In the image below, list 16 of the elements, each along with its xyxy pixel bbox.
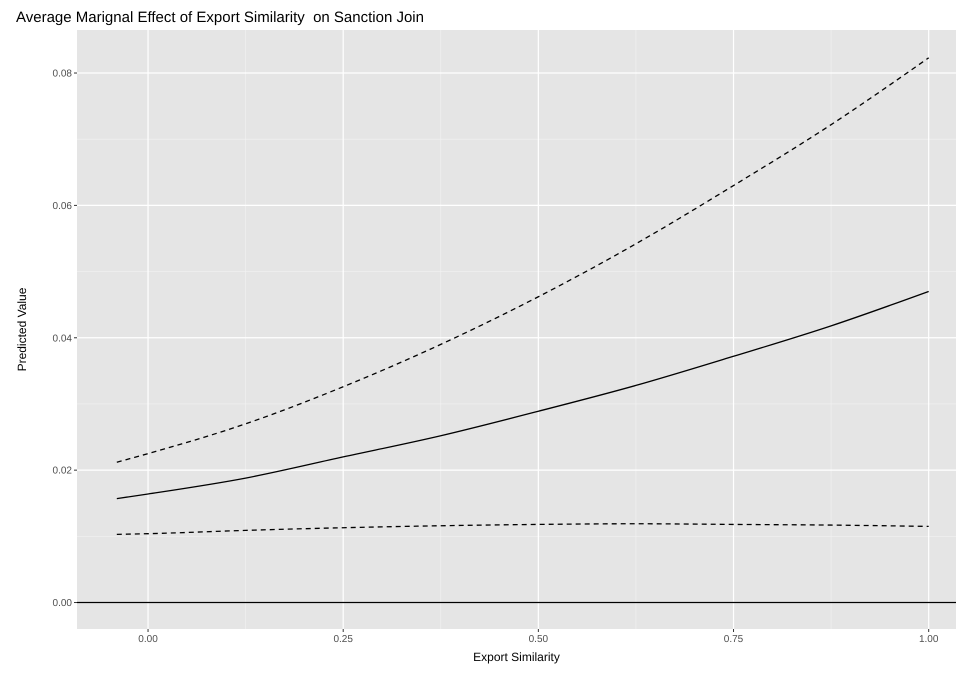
y-tick-label: 0.00 (52, 598, 72, 610)
y-tick-label: 0.02 (52, 466, 72, 477)
x-tick-label: 0.25 (333, 634, 354, 645)
y-axis-title: Predicted Value (15, 287, 29, 372)
line-series (116, 290, 930, 500)
x-tick-label: 0.75 (724, 634, 744, 645)
y-tick-label: 0.08 (52, 68, 72, 80)
y-tick-label: 0.04 (52, 333, 72, 344)
x-tick-label: 0.00 (138, 634, 158, 645)
x-tick-label: 1.00 (918, 634, 939, 645)
x-tick-label: 0.50 (528, 634, 549, 645)
y-tick-label: 0.06 (52, 200, 72, 212)
x-axis-title: Export Similarity (473, 650, 560, 664)
line-series (116, 523, 930, 535)
line-series (116, 57, 930, 463)
chart-title: Average Marignal Effect of Export Similarity on Sanction Join (16, 9, 424, 26)
